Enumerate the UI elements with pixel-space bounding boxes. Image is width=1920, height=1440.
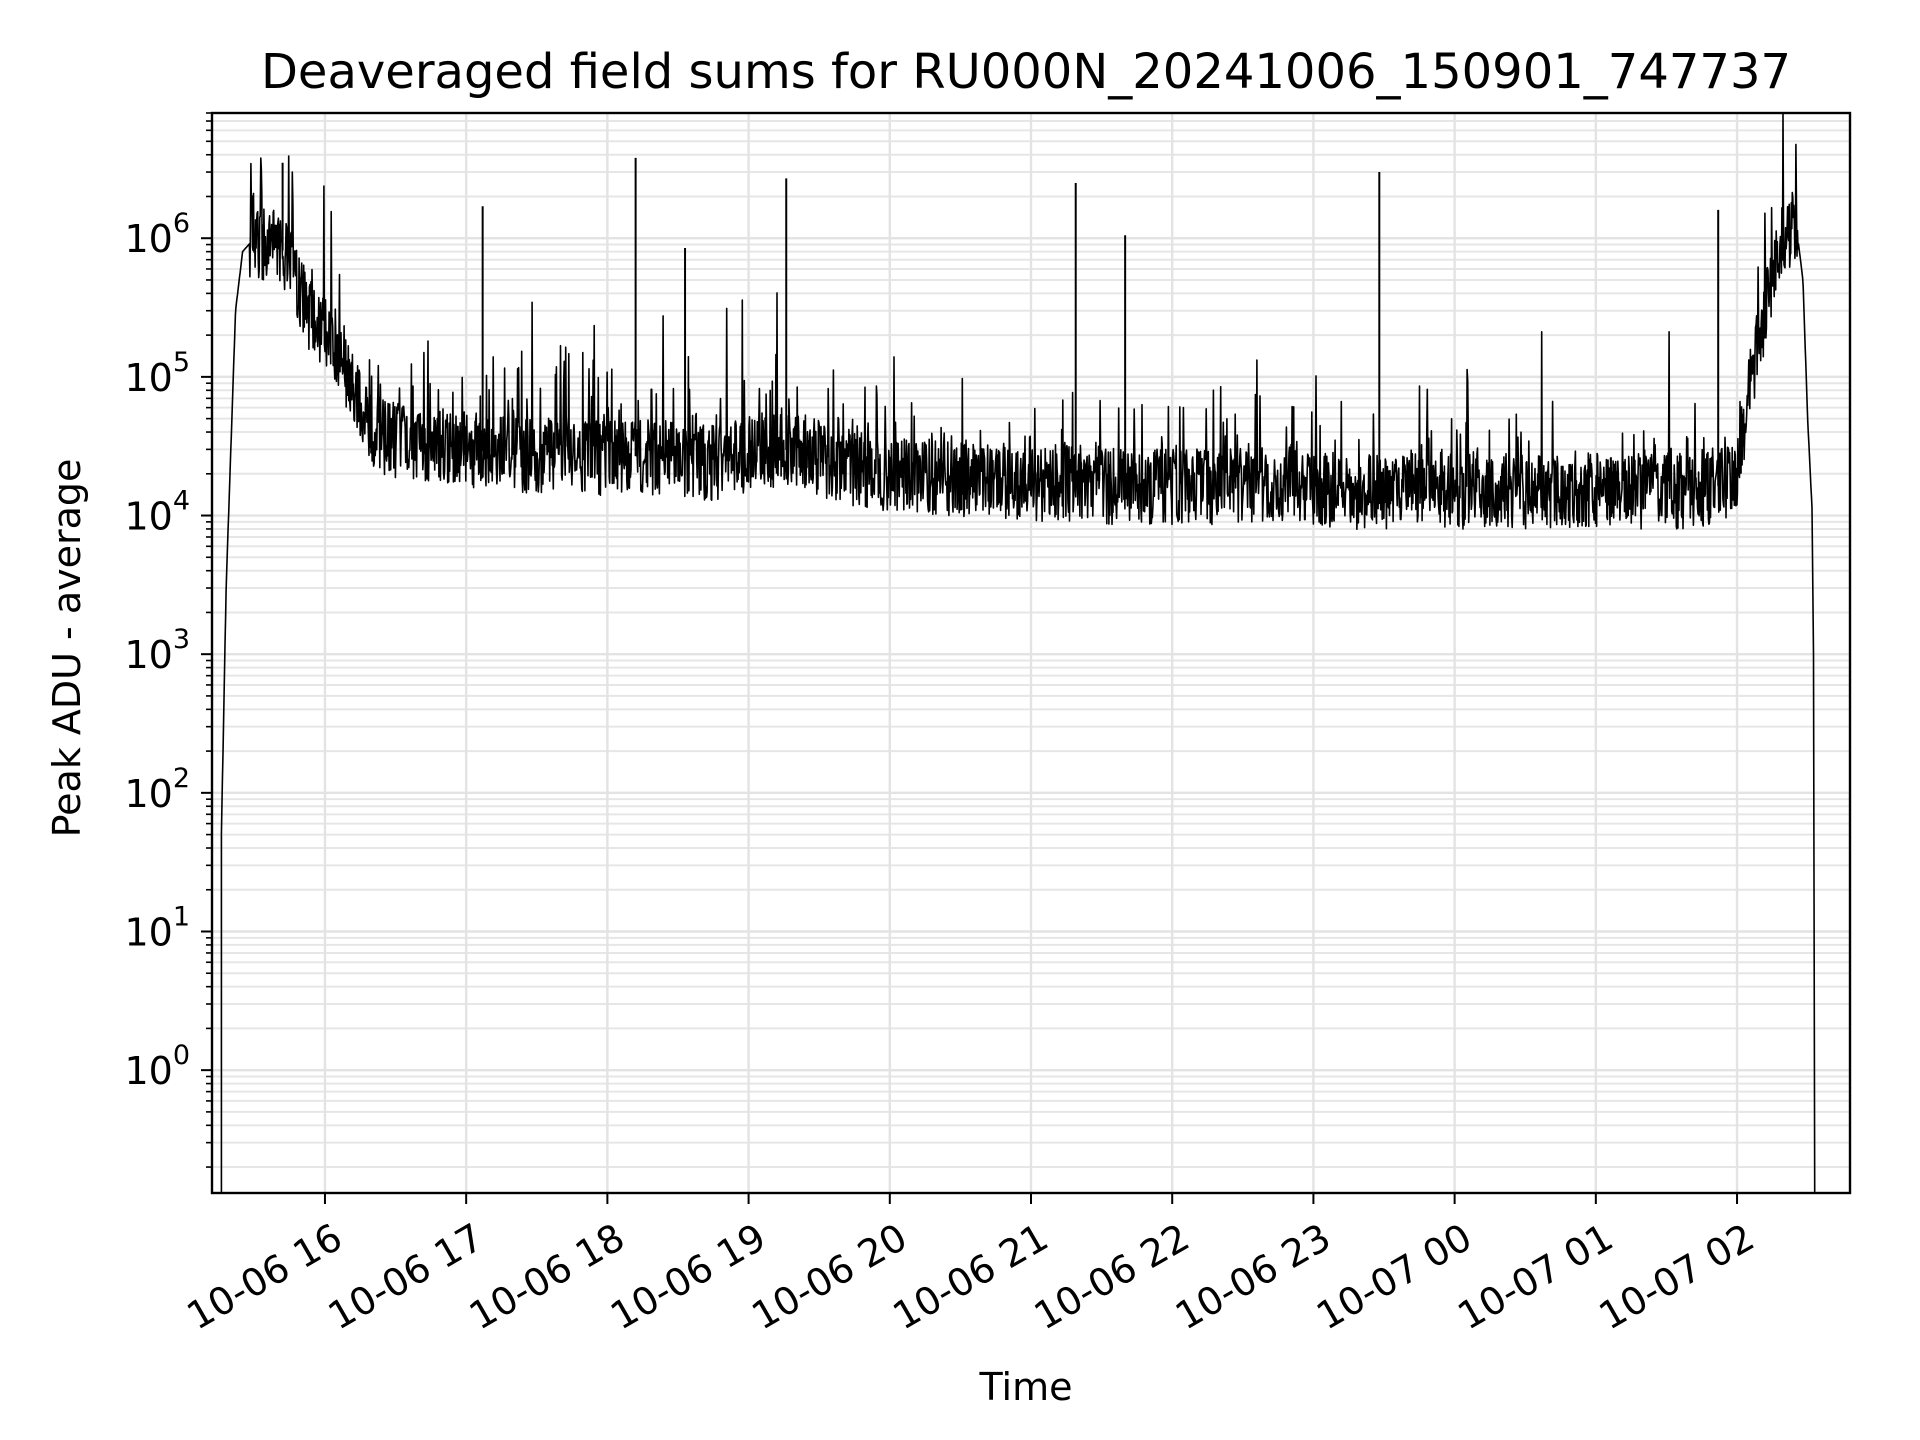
y-tick-exponent: 2 <box>173 763 190 794</box>
x-axis-label: Time <box>979 1365 1073 1409</box>
y-tick-exponent: 3 <box>173 624 190 655</box>
y-tick-base: 10 <box>124 217 172 261</box>
y-axis-label: Peak ADU - average <box>45 459 89 838</box>
y-tick-base: 10 <box>124 495 172 539</box>
y-tick-exponent: 4 <box>173 486 190 517</box>
y-tick-base: 10 <box>124 910 172 954</box>
y-tick-label: 103 <box>124 624 190 677</box>
series-layer <box>220 112 1816 1194</box>
y-tick-base: 10 <box>124 633 172 677</box>
y-tick-label: 102 <box>124 763 190 816</box>
y-tick-base: 10 <box>124 356 172 400</box>
series-line <box>220 112 1816 1194</box>
y-tick-base: 10 <box>124 1049 172 1093</box>
y-tick-label: 105 <box>124 347 190 400</box>
y-tick-label: 106 <box>124 208 190 261</box>
y-tick-exponent: 5 <box>173 347 190 378</box>
y-tick-exponent: 0 <box>173 1040 190 1071</box>
major-gridlines <box>212 113 1850 1193</box>
chart-title: Deaveraged field sums for RU000N_2024100… <box>261 44 1791 100</box>
y-tick-exponent: 6 <box>173 208 190 239</box>
y-tick-base: 10 <box>124 772 172 816</box>
y-tick-label: 104 <box>124 486 190 539</box>
y-tick-label: 101 <box>124 901 190 954</box>
y-tick-label: 100 <box>124 1040 190 1093</box>
y-tick-exponent: 1 <box>173 901 190 932</box>
